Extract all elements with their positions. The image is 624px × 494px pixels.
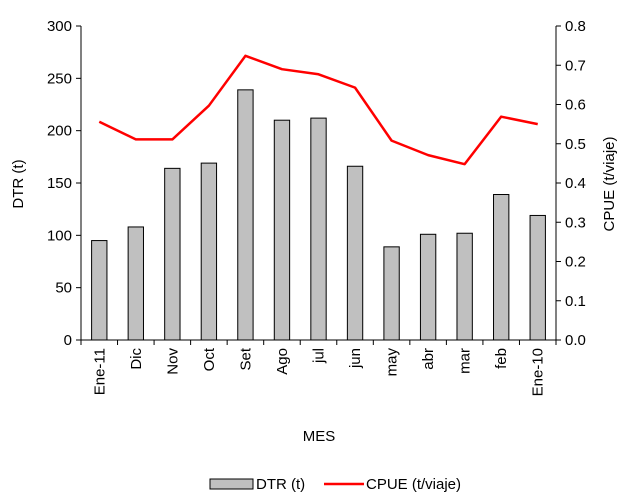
right-tick-label: 0.2 bbox=[565, 254, 586, 271]
left-axis-ticks: 0 50 100 150 200 250 300 bbox=[47, 18, 81, 349]
x-tick-label: jul bbox=[311, 348, 328, 364]
x-tick-label: Set bbox=[237, 347, 254, 370]
right-tick-label: 0.4 bbox=[565, 175, 586, 192]
right-tick-label: 0.1 bbox=[565, 293, 586, 310]
right-tick-label: 0.7 bbox=[565, 57, 586, 74]
left-tick-label: 200 bbox=[47, 123, 72, 140]
right-tick-label: 0.5 bbox=[565, 136, 586, 153]
bar-dtr-12 bbox=[529, 214, 546, 341]
x-tick-label: abr bbox=[420, 348, 437, 370]
x-tick-label: Ago bbox=[274, 348, 291, 375]
x-tick-label: Oct bbox=[201, 347, 218, 371]
legend: DTR (t) CPUE (t/viaje) bbox=[209, 476, 461, 493]
bar-dtr-8 bbox=[383, 246, 400, 341]
left-tick-label: 0 bbox=[64, 332, 72, 349]
x-tick-label: Dic bbox=[128, 348, 145, 370]
left-tick-label: 50 bbox=[55, 280, 72, 297]
x-tick-label: Nov bbox=[164, 348, 181, 375]
bar-dtr-3 bbox=[200, 162, 218, 341]
bar-dtr-9 bbox=[419, 233, 437, 341]
x-tick-label: Ene-10 bbox=[530, 348, 547, 396]
right-axis-ticks: 0.0 0.1 0.2 0.3 0.4 0.5 0.6 0.7 0.8 bbox=[556, 18, 586, 349]
right-tick-label: 0.0 bbox=[565, 332, 586, 349]
bar-dtr-4 bbox=[237, 89, 254, 341]
legend-label-cpue: CPUE (t/viaje) bbox=[366, 476, 461, 493]
bar-dtr-5 bbox=[273, 119, 291, 341]
x-tick-label: may bbox=[384, 348, 401, 377]
x-axis-title: MES bbox=[303, 428, 336, 445]
x-tick-label: Ene-11 bbox=[91, 348, 108, 395]
left-tick-label: 150 bbox=[47, 175, 72, 192]
bar-dtr-6 bbox=[310, 117, 327, 341]
bar-dtr-2 bbox=[164, 167, 181, 341]
cpue-line-layer bbox=[98, 54, 538, 166]
x-tick-label: feb bbox=[493, 348, 510, 369]
x-tick-label: jun bbox=[347, 348, 364, 369]
cpue-line bbox=[98, 54, 538, 166]
x-tick-label: mar bbox=[457, 348, 474, 374]
y-axis-title: DTR (t) bbox=[10, 159, 27, 208]
left-tick-label: 300 bbox=[47, 18, 72, 35]
left-tick-label: 100 bbox=[47, 227, 72, 244]
dtr-bars bbox=[91, 89, 546, 341]
left-tick-label: 250 bbox=[47, 70, 72, 87]
bar-dtr-10 bbox=[456, 232, 473, 341]
bar-dtr-11 bbox=[493, 194, 510, 341]
right-tick-label: 0.3 bbox=[565, 214, 586, 231]
right-tick-label: 0.8 bbox=[565, 18, 586, 35]
bar-dtr-0 bbox=[91, 240, 108, 341]
legend-swatch-dtr bbox=[209, 478, 254, 490]
right-tick-label: 0.6 bbox=[565, 97, 586, 114]
legend-label-dtr: DTR (t) bbox=[256, 476, 305, 493]
bar-dtr-7 bbox=[346, 165, 364, 341]
bar-dtr-1 bbox=[127, 226, 144, 341]
y2-axis-title: CPUE (t/viaje) bbox=[601, 136, 618, 231]
x-axis-ticks: Ene-11 Dic Nov Oct Set Ago jul jun may abr mar feb E… bbox=[80, 340, 557, 396]
